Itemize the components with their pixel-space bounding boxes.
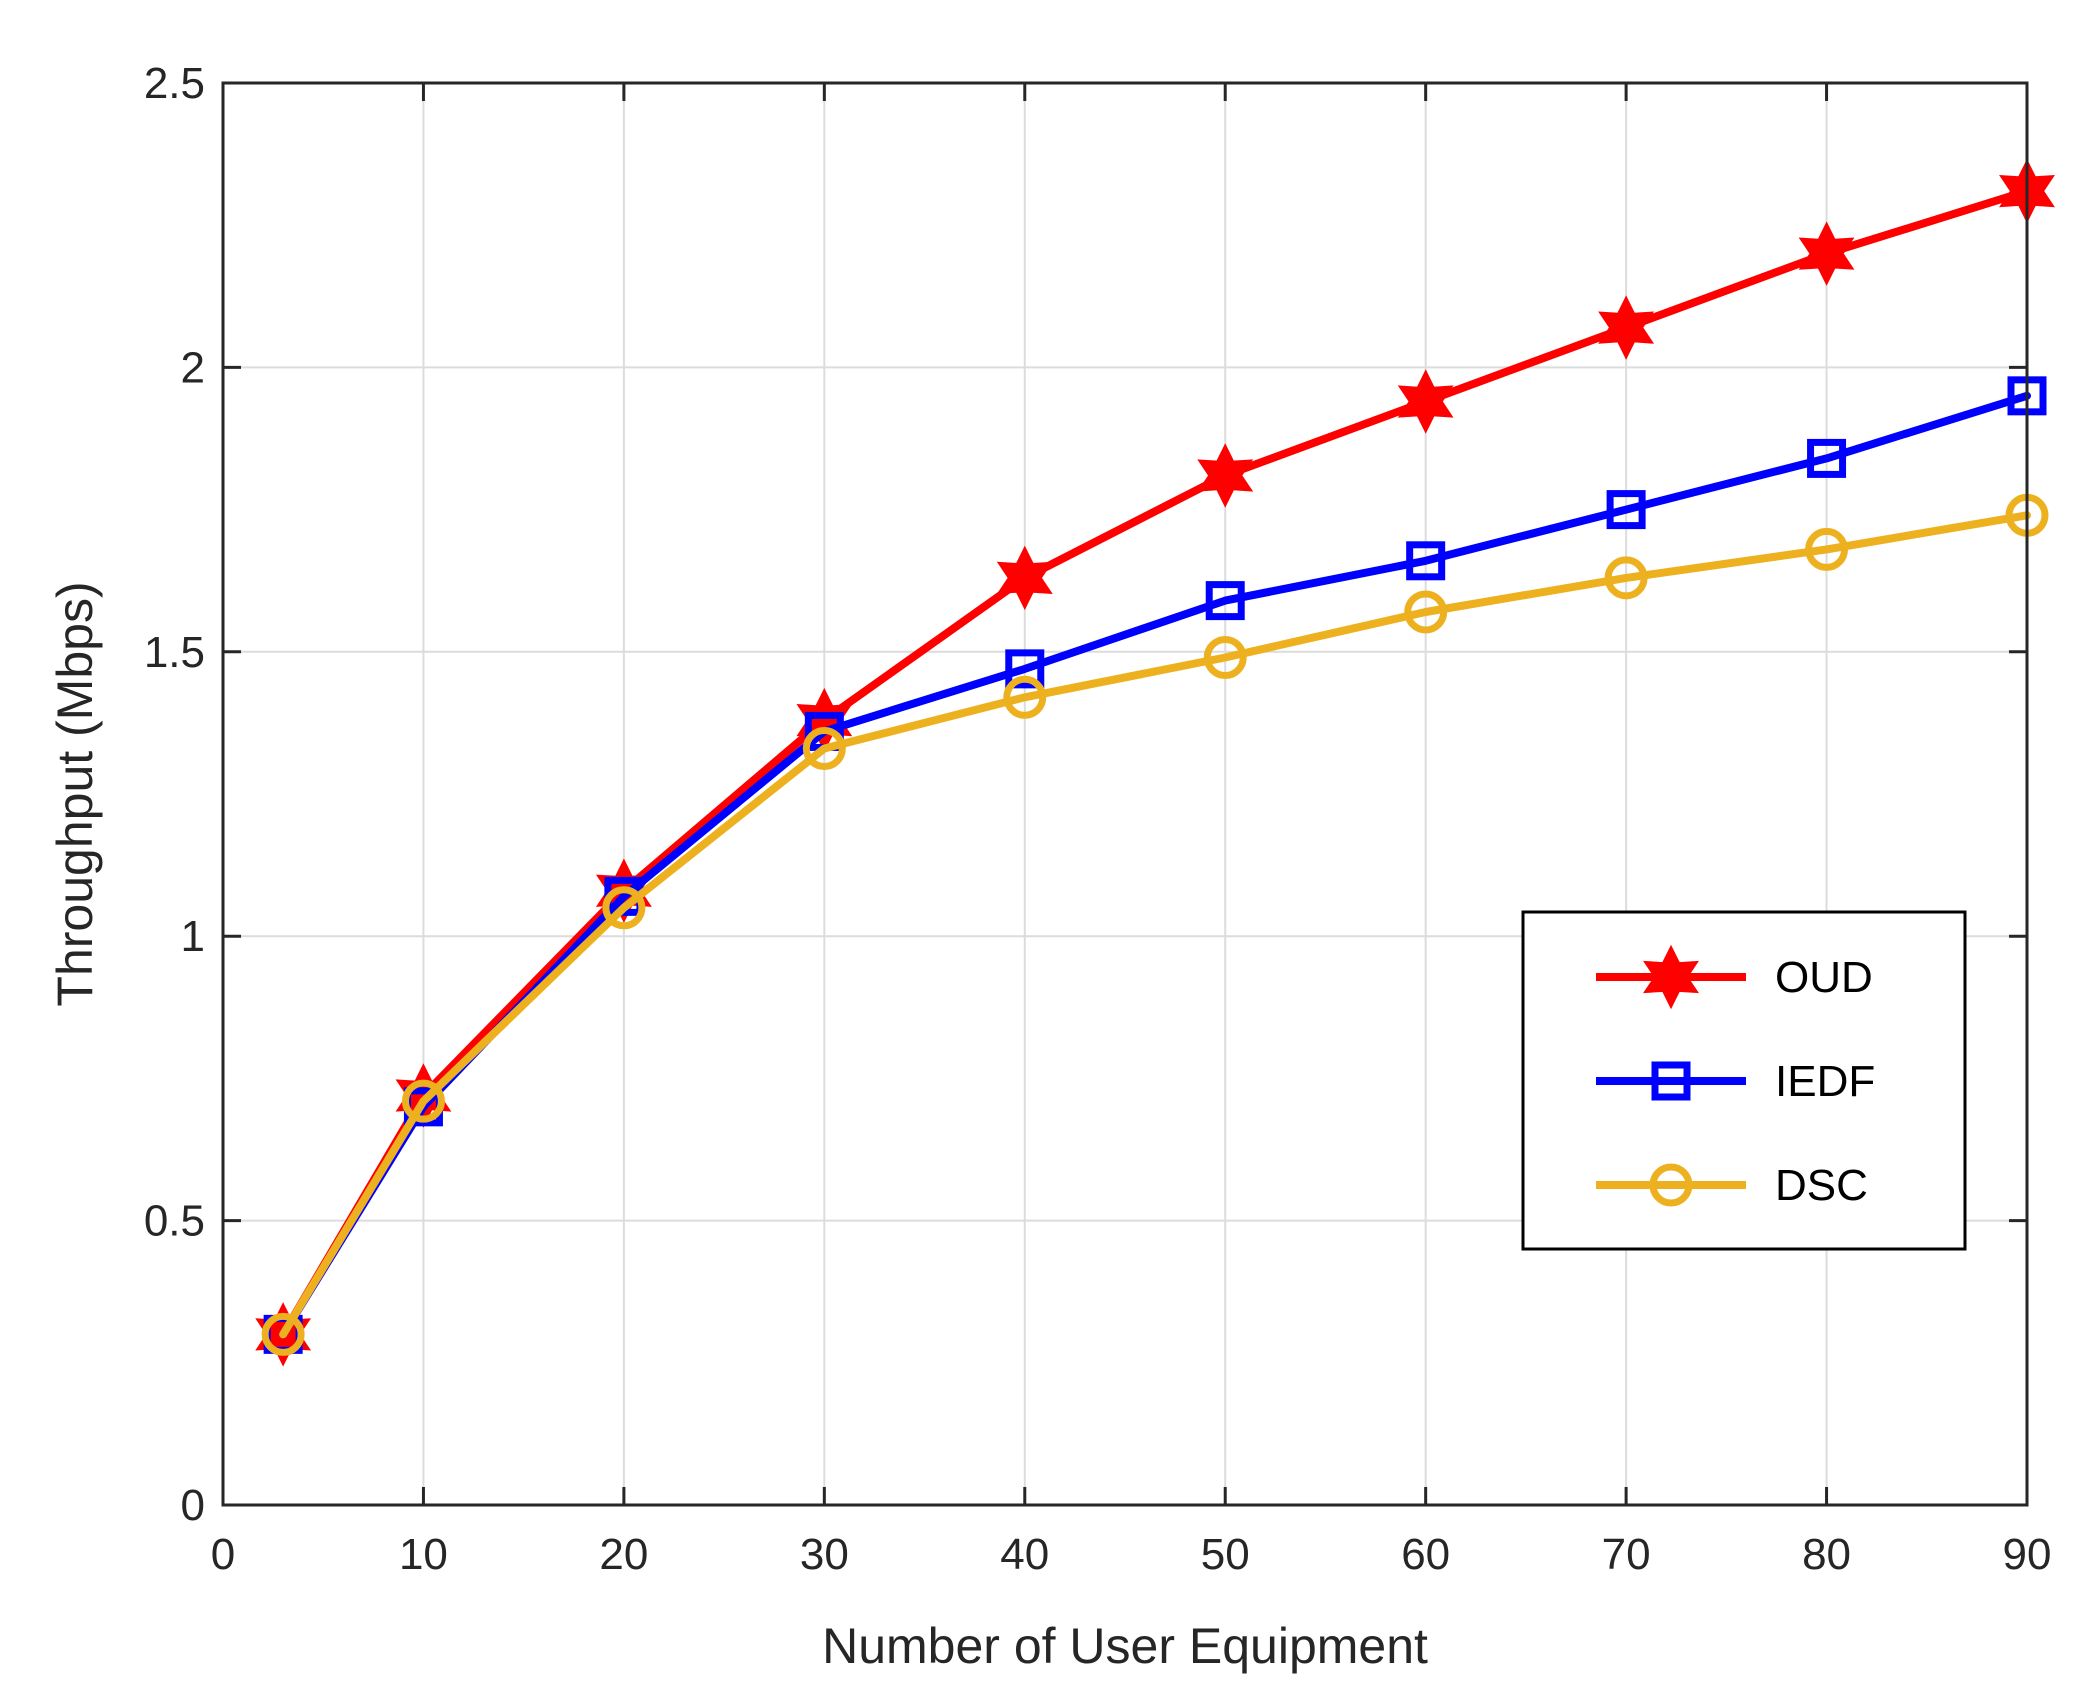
legend-entry-dsc: DSC: [1596, 1161, 1868, 1210]
plot-area: [223, 83, 2027, 1505]
x-tick-label: 20: [599, 1530, 648, 1579]
axes-box: [221, 81, 2029, 1507]
data-point-dsc: [802, 726, 846, 770]
y-tick-label: 0.5: [144, 1197, 205, 1246]
x-axis-label: Number of User Equipment: [822, 1618, 1428, 1674]
series-dsc: [261, 493, 2049, 1356]
data-point-dsc: [1003, 675, 1047, 719]
legend-entry-oud: OUD: [1596, 944, 1873, 1010]
data-point-dsc: [1404, 590, 1448, 634]
data-point-dsc: [1203, 635, 1247, 679]
series-oud: [255, 158, 2055, 1367]
data-point-dsc: [602, 886, 646, 930]
series-layer: [255, 158, 2055, 1367]
x-tick-label: 10: [399, 1530, 448, 1579]
y-tick-label: 1: [181, 912, 205, 961]
x-tick-label: 90: [2003, 1530, 2052, 1579]
series-line-oud: [279, 187, 2031, 1339]
y-axis-label: Throughput (Mbps): [47, 581, 103, 1006]
legend-entries: OUD IEDF DSC: [1596, 944, 1875, 1210]
data-point-oud: [1598, 295, 1655, 360]
legend-entry-iedf: IEDF: [1596, 1057, 1875, 1106]
series-line-dsc: [279, 511, 2031, 1339]
tick-labels: 0 10 20 30 40 50 60 70 80 90 0 0.5 1 1.5 2 2.5: [144, 59, 2052, 1579]
y-tick-label: 2.5: [144, 59, 205, 108]
data-point-dsc: [401, 1079, 445, 1123]
data-point-oud: [1197, 443, 1254, 508]
data-point-dsc: [261, 1312, 305, 1356]
legend-label-oud: OUD: [1775, 953, 1873, 1002]
y-tick-label: 2: [181, 343, 205, 392]
x-tick-label: 40: [1000, 1530, 1049, 1579]
data-point-iedf: [1807, 438, 1847, 478]
legend: OUD IEDF DSC: [1521, 910, 1967, 1251]
x-tick-label: 50: [1201, 1530, 1250, 1579]
data-point-iedf: [1406, 541, 1446, 581]
data-point-iedf: [1205, 581, 1245, 621]
data-point-dsc: [1805, 527, 1849, 571]
legend-marker-oud: [1643, 944, 1699, 1010]
x-tick-label: 80: [1802, 1530, 1851, 1579]
data-point-oud: [996, 545, 1053, 611]
legend-label-iedf: IEDF: [1775, 1057, 1875, 1106]
x-tick-label: 30: [800, 1530, 849, 1579]
x-tick-label: 60: [1401, 1530, 1450, 1579]
axis-ticks: [221, 81, 2029, 1507]
x-tick-label: 70: [1602, 1530, 1651, 1579]
legend-marker-iedf: [1651, 1061, 1691, 1101]
x-tick-label: 0: [211, 1530, 235, 1579]
legend-label-dsc: DSC: [1775, 1161, 1868, 1210]
legend-marker-dsc: [1649, 1163, 1693, 1207]
data-point-dsc: [1604, 556, 1648, 600]
data-point-iedf: [1606, 490, 1646, 530]
data-point-oud: [1397, 369, 1454, 434]
y-tick-label: 1.5: [144, 628, 205, 677]
data-point-iedf: [1005, 649, 1045, 689]
data-point-oud: [1798, 221, 1855, 286]
y-tick-label: 0: [181, 1481, 205, 1530]
